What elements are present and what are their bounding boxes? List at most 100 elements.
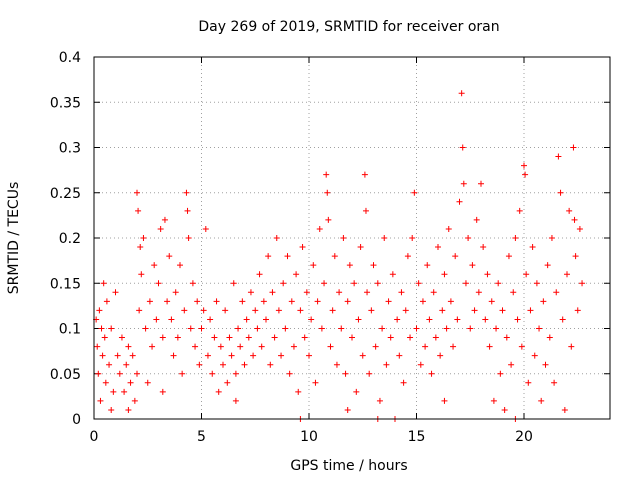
data-point	[112, 289, 119, 296]
data-point	[142, 325, 149, 332]
data-point	[140, 235, 147, 241]
data-point	[475, 289, 482, 296]
data-point	[166, 253, 173, 260]
data-point	[258, 343, 265, 350]
data-point	[566, 207, 573, 214]
data-point	[200, 307, 207, 314]
data-point	[217, 343, 224, 350]
data-point	[488, 298, 495, 305]
data-point	[435, 244, 441, 251]
data-point	[232, 397, 239, 404]
data-point	[417, 361, 424, 368]
data-point	[499, 307, 506, 314]
data-point	[151, 262, 158, 269]
data-point	[146, 298, 153, 305]
data-point	[123, 361, 130, 368]
data-point	[413, 325, 420, 332]
data-point	[424, 262, 431, 269]
data-point	[232, 370, 239, 377]
data-point	[290, 343, 297, 350]
data-point	[263, 316, 269, 323]
data-point	[495, 280, 502, 287]
data-point	[224, 379, 231, 386]
data-point	[170, 352, 177, 359]
y-tick-label: 0.25	[50, 186, 81, 202]
data-point	[404, 253, 411, 260]
data-point	[314, 298, 321, 305]
data-point	[383, 361, 390, 368]
data-point	[340, 235, 347, 241]
data-point	[209, 370, 216, 377]
data-point	[333, 361, 340, 368]
data-point	[159, 334, 166, 341]
data-point	[544, 262, 551, 269]
data-point	[531, 352, 538, 359]
data-point	[362, 207, 369, 214]
data-point	[116, 370, 123, 377]
data-point	[245, 334, 252, 341]
data-point	[331, 253, 338, 260]
data-point	[482, 316, 489, 323]
data-point	[518, 343, 525, 350]
data-point	[189, 280, 196, 287]
data-point	[237, 343, 244, 350]
data-point	[385, 298, 392, 305]
y-tick-label: 0.2	[59, 231, 81, 247]
data-point	[213, 298, 220, 305]
y-tick-label: 0.3	[59, 141, 81, 157]
data-point	[394, 316, 401, 323]
data-point	[469, 262, 476, 269]
y-axis-label: SRMTID / TECUs	[6, 182, 22, 295]
y-tick-label: 0.1	[59, 322, 81, 338]
y-tick-label: 0.05	[50, 367, 81, 383]
data-point	[121, 388, 128, 395]
data-point	[149, 343, 156, 350]
data-point	[157, 225, 164, 232]
data-point	[422, 343, 429, 350]
data-point	[265, 253, 272, 260]
data-point	[306, 352, 312, 359]
data-point	[407, 334, 414, 341]
data-point	[357, 244, 364, 251]
data-point	[512, 235, 519, 241]
data-point	[110, 388, 117, 395]
data-point	[361, 171, 368, 178]
data-point	[525, 379, 532, 386]
data-point	[102, 379, 109, 386]
data-point	[503, 334, 510, 341]
data-point	[480, 244, 487, 251]
data-point	[441, 271, 448, 278]
data-point	[564, 271, 570, 278]
data-point	[310, 262, 317, 269]
data-point	[447, 298, 454, 305]
data-point	[327, 343, 334, 350]
data-point	[187, 325, 194, 332]
x-tick-label: 20	[515, 429, 533, 445]
data-point	[523, 271, 530, 278]
data-point	[134, 189, 140, 196]
data-point	[467, 325, 474, 332]
data-point	[100, 280, 107, 287]
data-point	[400, 379, 407, 386]
data-point	[540, 298, 547, 305]
data-point	[450, 343, 457, 350]
plot-frame	[93, 56, 611, 420]
data-point	[215, 388, 222, 395]
data-point	[226, 334, 233, 341]
data-point	[396, 352, 403, 359]
data-point	[250, 352, 257, 359]
data-point	[398, 289, 405, 296]
data-point	[542, 361, 549, 368]
data-point	[301, 334, 308, 341]
data-point	[323, 171, 330, 178]
data-point	[579, 280, 586, 287]
data-point	[490, 397, 497, 404]
data-point	[336, 289, 343, 296]
data-point	[379, 325, 386, 332]
data-point	[478, 180, 484, 187]
x-tick-label: 5	[197, 429, 206, 445]
data-point	[207, 316, 214, 323]
data-point	[228, 352, 235, 359]
data-point	[415, 280, 422, 287]
data-point	[125, 406, 132, 413]
